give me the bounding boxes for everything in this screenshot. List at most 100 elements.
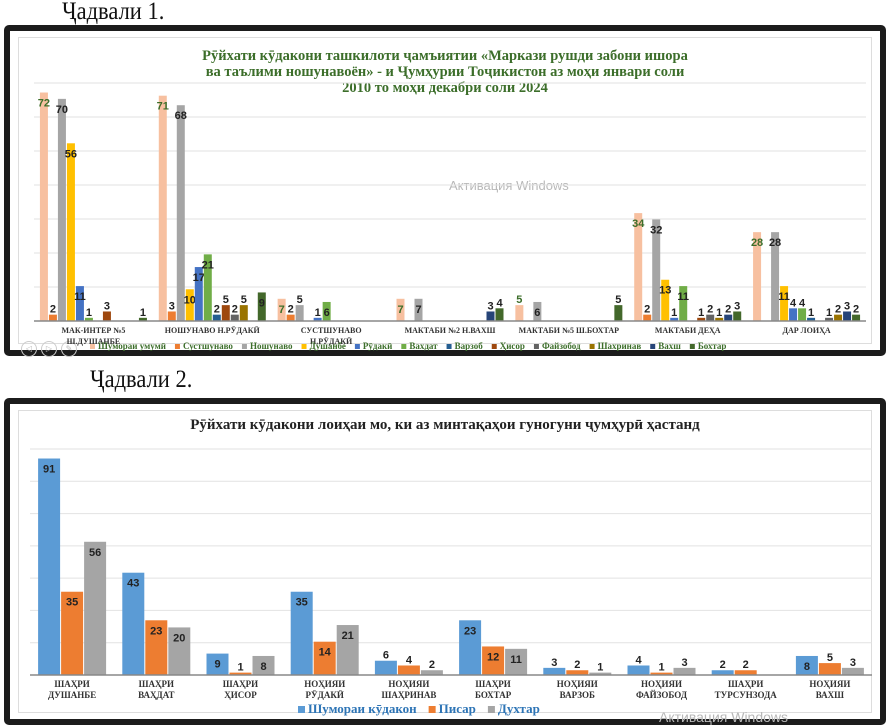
bar-5-1 bbox=[482, 646, 505, 675]
bar-2-0 bbox=[206, 653, 229, 675]
data-label: 7 bbox=[415, 304, 421, 316]
category-label: НОҲИЯИ bbox=[557, 679, 598, 689]
legend-label: Ношунаво bbox=[250, 341, 293, 351]
data-label: 6 bbox=[534, 307, 540, 319]
legend-swatch bbox=[174, 344, 180, 349]
bar-8-0 bbox=[711, 670, 734, 675]
bar-0-5 bbox=[84, 317, 93, 321]
data-label: 2 bbox=[574, 659, 580, 671]
next-slide-button[interactable]: ▷ bbox=[41, 341, 57, 357]
data-label: 8 bbox=[260, 661, 266, 673]
bar-6-11 bbox=[852, 314, 861, 321]
data-label: 5 bbox=[223, 294, 229, 306]
legend-label: Духтар bbox=[498, 701, 540, 716]
legend-label: Шумораи умумӣ bbox=[98, 341, 166, 351]
legend-swatch bbox=[650, 344, 656, 349]
bar-0-4 bbox=[75, 286, 84, 321]
bar-1-0 bbox=[122, 572, 145, 675]
bar-7-0 bbox=[627, 665, 650, 675]
bar-9-1 bbox=[818, 663, 841, 675]
data-label: 2 bbox=[288, 304, 294, 316]
data-label: 56 bbox=[89, 547, 101, 559]
category-label: Н.РӮДАКӢ bbox=[310, 337, 353, 346]
data-label: 56 bbox=[65, 148, 77, 160]
bar-1-4 bbox=[194, 267, 203, 321]
bar-2-5 bbox=[322, 301, 331, 321]
legend-swatch bbox=[241, 344, 247, 349]
bar-0-1 bbox=[61, 591, 84, 675]
data-label: 4 bbox=[799, 297, 806, 309]
data-label: 6 bbox=[383, 650, 389, 662]
bar-3-1 bbox=[313, 641, 336, 675]
bar-6-9 bbox=[834, 314, 843, 321]
data-label: 1 bbox=[698, 307, 704, 319]
category-label: ШАҲРИ bbox=[223, 679, 258, 689]
bar-4-0 bbox=[374, 660, 397, 675]
table2-caption: Ҷадвали 2. bbox=[90, 366, 193, 393]
data-label: 35 bbox=[66, 597, 78, 609]
bar-1-6 bbox=[212, 314, 221, 321]
bar-1-8 bbox=[230, 314, 239, 321]
category-label: НОҲИЯИ bbox=[809, 679, 850, 689]
category-label: БОХТАР bbox=[475, 690, 512, 700]
bar-1-1 bbox=[167, 311, 176, 321]
category-label: НОШУНАВО Н.РӮДАКӢ bbox=[165, 326, 261, 335]
prev-slide-button[interactable]: ◁ bbox=[21, 341, 37, 357]
bar-5-7 bbox=[697, 317, 706, 321]
data-label: 17 bbox=[193, 272, 205, 284]
bar-2-2 bbox=[295, 305, 304, 321]
data-label: 21 bbox=[202, 259, 214, 271]
bar-1-2 bbox=[176, 105, 185, 321]
category-label: Ш.ДУШАНБЕ bbox=[67, 337, 121, 346]
bar-6-4 bbox=[789, 308, 798, 321]
bar-6-10 bbox=[843, 311, 852, 321]
bar-9-2 bbox=[841, 667, 864, 675]
data-label: 43 bbox=[127, 578, 139, 590]
bar-2-4 bbox=[313, 317, 322, 321]
bar-4-2 bbox=[420, 670, 443, 675]
data-label: 2 bbox=[725, 304, 731, 316]
bar-8-1 bbox=[734, 670, 757, 675]
watermark: Активация Windows bbox=[659, 709, 789, 725]
data-label: 7 bbox=[397, 304, 403, 316]
data-label: 11 bbox=[677, 291, 689, 303]
data-label: 1 bbox=[86, 307, 92, 319]
data-label: 1 bbox=[658, 662, 664, 674]
legend-swatch bbox=[428, 706, 436, 713]
bar-0-3 bbox=[66, 143, 75, 321]
pen-tool-button[interactable]: ✎ bbox=[61, 341, 77, 357]
category-label: ШАҲРИНАВ bbox=[381, 690, 436, 700]
category-label: НОҲИЯИ bbox=[304, 679, 345, 689]
legend-swatch bbox=[401, 344, 407, 349]
data-label: 9 bbox=[214, 659, 220, 671]
bar-0-2 bbox=[84, 541, 107, 675]
data-label: 5 bbox=[241, 294, 247, 306]
bar-6-8 bbox=[825, 317, 834, 321]
category-label: ДАР ЛОИҲА bbox=[783, 326, 831, 335]
category-label: ВАХШ bbox=[816, 690, 844, 700]
bar-1-11 bbox=[257, 292, 266, 321]
data-label: 2 bbox=[835, 304, 841, 316]
bar-5-9 bbox=[715, 317, 724, 321]
bar-4-2 bbox=[533, 301, 542, 321]
data-label: 5 bbox=[827, 652, 833, 664]
bar-1-0 bbox=[158, 95, 167, 322]
data-label: 32 bbox=[650, 224, 662, 236]
data-label: 3 bbox=[487, 300, 493, 312]
data-label: 11 bbox=[74, 291, 86, 303]
bar-9-0 bbox=[795, 655, 818, 675]
bar-1-1 bbox=[145, 620, 168, 675]
bar-1-7 bbox=[221, 305, 230, 321]
bar-0-0 bbox=[39, 92, 48, 321]
bar-5-0 bbox=[459, 620, 482, 675]
legend-label: Шахринав bbox=[598, 341, 642, 351]
legend-label: Душанбе bbox=[310, 341, 346, 351]
bar-0-1 bbox=[48, 314, 57, 321]
category-label: ШАҲРИ bbox=[139, 679, 174, 689]
bar-0-0 bbox=[38, 458, 61, 675]
data-label: 3 bbox=[104, 300, 110, 312]
category-label: ШАҲРИ bbox=[728, 679, 763, 689]
data-label: 1 bbox=[597, 662, 603, 674]
data-label: 4 bbox=[406, 654, 413, 666]
category-label: РӮДАКӢ bbox=[306, 690, 344, 700]
